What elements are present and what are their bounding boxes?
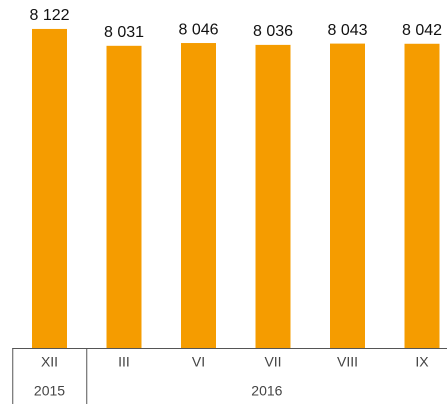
x-tick-label: IX xyxy=(415,354,429,370)
x-tick-label: VI xyxy=(192,354,205,370)
bar xyxy=(404,43,440,348)
x-tick-label: III xyxy=(118,354,130,370)
bar xyxy=(106,45,142,348)
bar xyxy=(330,43,365,348)
bar xyxy=(32,28,67,349)
value-label: 8 046 xyxy=(178,21,218,38)
x-tick-label: XII xyxy=(41,354,58,370)
group-label: 2016 xyxy=(251,383,282,399)
bar xyxy=(255,44,291,348)
bar xyxy=(181,43,216,348)
group-label: 2015 xyxy=(34,383,65,399)
value-label: 8 042 xyxy=(402,22,442,39)
value-label: 8 031 xyxy=(104,24,144,41)
value-label: 8 036 xyxy=(253,23,293,40)
value-label: 8 043 xyxy=(327,22,367,39)
value-label: 8 122 xyxy=(29,7,69,24)
x-tick-label: VII xyxy=(264,354,281,370)
x-tick-label: VIII xyxy=(337,354,358,370)
